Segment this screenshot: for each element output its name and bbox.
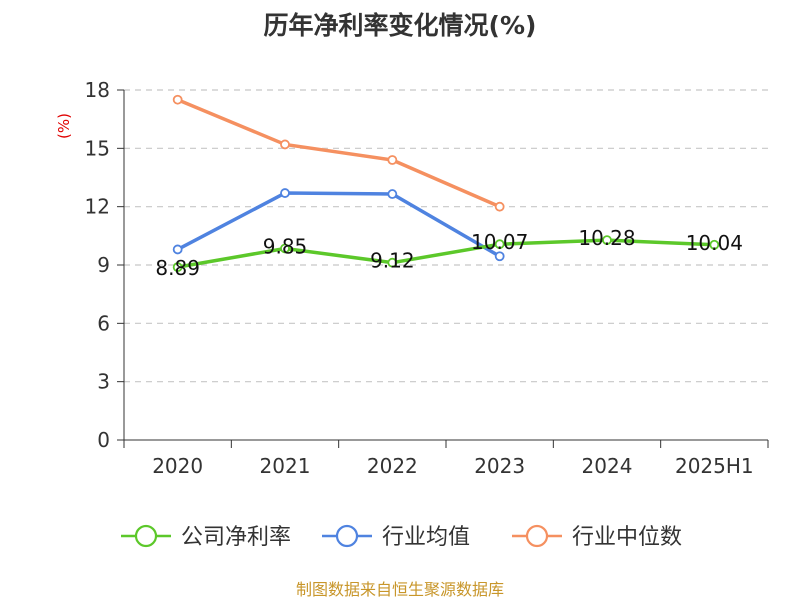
data-point[interactable] [172,94,183,105]
y-tick-label: 3 [97,370,110,394]
legend-label: 行业均值 [382,525,470,550]
legend-item[interactable]: 行业均值 [322,524,470,550]
data-label: 8.89 [155,256,200,280]
series-line [176,98,501,209]
y-tick-label: 0 [97,428,110,452]
legend-marker [134,524,158,548]
x-tick-label: 2021 [260,454,311,478]
data-point[interactable] [172,262,183,273]
axes: 0 3 6 9 12 15 18 2020 2021 2022 2023 2024 2025H1 [85,78,769,478]
data-point[interactable] [387,155,398,165]
chart-title: 历年净利率变化情况(%) [264,11,537,40]
x-tick-label: 2025H1 [675,454,754,478]
legend-item[interactable]: 公司净利率 [121,524,291,550]
y-tick-label: 6 [97,311,110,335]
data-label: 10.28 [578,226,635,250]
x-tick-label: 2024 [582,454,633,478]
data-point[interactable] [387,189,398,199]
y-axis-label: (%) [55,113,73,139]
data-label: 9.85 [263,234,308,258]
series-line [176,191,501,258]
data-point[interactable] [602,235,612,246]
legend-item[interactable]: 行业中位数 [512,524,682,550]
data-point[interactable] [280,188,290,198]
y-tick-label: 18 [85,78,110,102]
series-group [172,94,720,273]
legend-marker [525,524,549,548]
data-point[interactable] [172,244,183,255]
x-tick-label: 2020 [152,454,203,478]
data-point[interactable] [387,257,398,268]
legend-marker [335,524,359,548]
legend-label: 公司净利率 [181,525,291,550]
data-label: 9.12 [370,249,415,273]
data-point[interactable] [280,139,290,150]
data-point[interactable] [709,239,720,250]
gridlines [124,89,768,383]
y-tick-label: 15 [85,136,110,160]
data-point[interactable] [280,243,290,254]
data-point[interactable] [494,201,505,212]
y-tick-label: 12 [85,195,110,219]
x-tick-label: 2022 [367,454,418,478]
y-tick-label: 9 [97,253,110,277]
x-tick-label: 2023 [474,454,525,478]
series-line [177,238,715,269]
source-note: 制图数据来自恒生聚源数据库 [296,580,504,599]
data-point[interactable] [494,239,505,250]
legend-label: 行业中位数 [572,525,682,550]
data-label: 10.07 [471,230,528,254]
data-labels: 8.89 9.85 9.12 10.07 10.28 10.04 [155,226,743,280]
data-label: 10.04 [686,231,743,255]
data-point[interactable] [494,251,505,262]
legend[interactable]: 公司净利率 行业均值 行业中位数 [121,524,682,550]
